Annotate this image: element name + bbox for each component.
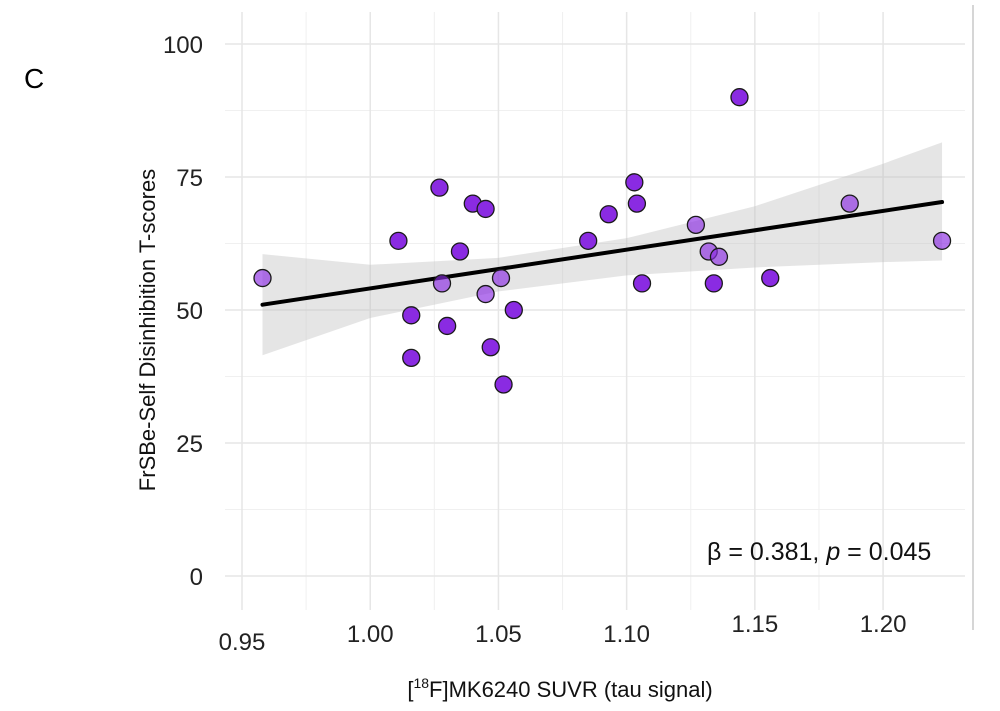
data-point [432,274,452,293]
p-value-text: = 0.045 [840,538,931,566]
y-tick-label: 50 [176,298,203,325]
panel-label: C [24,63,44,94]
y-axis-title: FrSBe-Self Disinhibition T-scores [135,169,160,491]
data-point [476,284,495,304]
data-point [632,274,652,293]
data-point [627,194,647,213]
data-point [504,300,523,320]
data-point [579,231,598,250]
y-tick-label: 75 [176,165,203,192]
x-tick-label: 1.15 [731,611,778,638]
confidence-band [262,142,943,356]
y-tick-label: 100 [163,32,203,59]
y-tick-label: 25 [176,431,203,458]
beta-text: β = 0.381, [707,538,826,566]
x-axis-ticks: 0.95 1.00 1.05 1.10 1.15 1.20 [219,611,907,656]
regression-line-layer [260,200,945,307]
data-point [437,316,457,336]
data-point [730,88,749,107]
data-point [686,215,706,235]
data-point [389,231,408,250]
confidence-band-layer [262,142,943,356]
p-symbol: p [825,538,840,566]
data-point [402,348,421,368]
data-point [704,274,723,293]
x-tick-label: 1.00 [347,621,394,648]
x-tick-label: 1.20 [860,611,907,638]
gridlines [225,12,965,610]
regression-line [260,200,945,307]
data-point [481,338,500,357]
x-title-prefix: [ [407,677,413,702]
data-point [709,247,729,266]
data-points [253,88,952,394]
x-title-rest: F]MK6240 SUVR (tau signal) [429,677,713,702]
x-tick-label: 1.05 [475,621,522,648]
data-point [932,231,952,250]
data-point [402,306,421,325]
y-axis-ticks: 0 25 50 75 100 [163,32,203,591]
x-axis-title: [18F]MK6240 SUVR (tau signal) [407,675,712,702]
data-point [476,199,495,219]
data-point [494,375,513,394]
data-point [253,268,272,288]
data-point [430,178,449,197]
data-point [491,268,511,288]
data-point [840,194,859,213]
data-point [761,268,780,288]
statistics-annotation: β = 0.381, p = 0.045 [707,538,931,566]
x-tick-label: 1.10 [603,621,650,648]
data-point [599,205,618,224]
x-title-superscript: 18 [413,675,429,691]
y-tick-label: 0 [190,564,203,591]
data-point [625,173,644,192]
data-point [450,242,470,261]
x-tick-label: 0.95 [219,629,266,656]
